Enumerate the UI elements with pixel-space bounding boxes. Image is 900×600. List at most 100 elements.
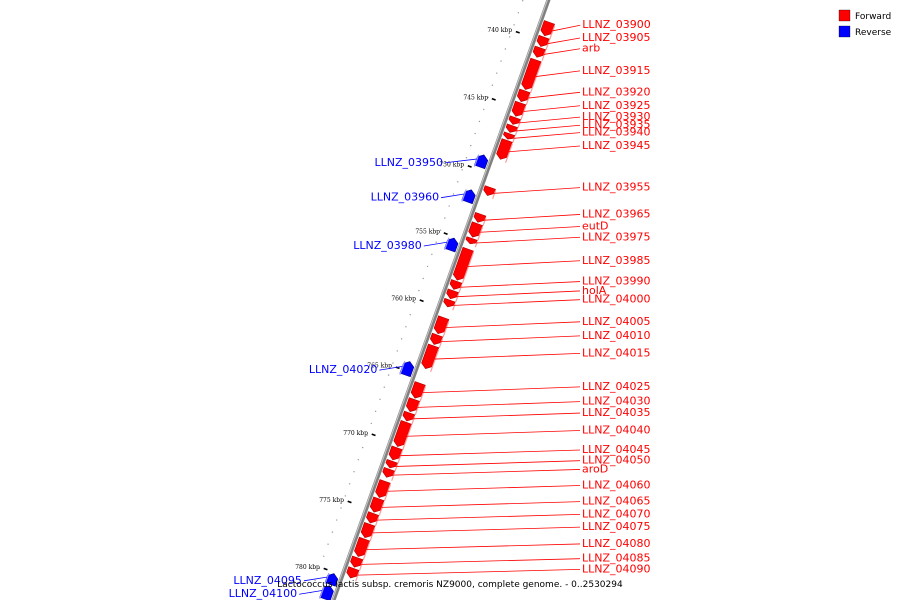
gene-label[interactable]: LLNZ_03920 bbox=[582, 85, 651, 98]
gene-arrow[interactable] bbox=[443, 297, 456, 308]
guide-dot bbox=[513, 24, 515, 26]
gene-label[interactable]: LLNZ_04000 bbox=[582, 293, 651, 306]
gene-arrow[interactable] bbox=[503, 131, 516, 140]
gene-arrow[interactable] bbox=[521, 57, 542, 90]
gene-label[interactable]: LLNZ_03975 bbox=[582, 230, 651, 243]
gene-arrow[interactable] bbox=[354, 536, 370, 557]
gene-label[interactable]: LLNZ_03985 bbox=[582, 254, 651, 267]
gene-label[interactable]: arb bbox=[582, 42, 600, 55]
gene-label[interactable]: LLNZ_04085 bbox=[582, 552, 651, 565]
gene-label[interactable]: aroD bbox=[582, 462, 608, 475]
gene-label[interactable]: LLNZ_03905 bbox=[582, 31, 651, 44]
gene-arrow[interactable] bbox=[452, 246, 474, 281]
guide-dot bbox=[517, 12, 520, 14]
gene-arrow[interactable] bbox=[516, 88, 531, 102]
gene-label[interactable]: LLNZ_04060 bbox=[582, 479, 651, 492]
gene-leader-line bbox=[543, 48, 581, 55]
gene-arrow[interactable] bbox=[366, 511, 380, 524]
gene-arrow[interactable] bbox=[505, 123, 518, 133]
gene-label[interactable]: LLNZ_04005 bbox=[582, 315, 651, 328]
gene-arrow[interactable] bbox=[388, 445, 403, 461]
backbone-highlight bbox=[331, 0, 548, 600]
guide-dot bbox=[323, 555, 325, 557]
gene-label[interactable]: LLNZ_04030 bbox=[582, 395, 651, 408]
gene-leader-line bbox=[552, 24, 581, 32]
gene-label[interactable]: LLNZ_03990 bbox=[582, 275, 651, 288]
gene-label[interactable]: LLNZ_03980 bbox=[353, 239, 422, 252]
gene-label[interactable]: LLNZ_04095 bbox=[233, 574, 302, 587]
gene-leader-line bbox=[393, 469, 581, 476]
gene-label[interactable]: LLNZ_03965 bbox=[582, 207, 651, 220]
gene-arrow[interactable] bbox=[468, 221, 483, 238]
gene-shade bbox=[477, 226, 484, 241]
gene-label[interactable]: LLNZ_03900 bbox=[582, 18, 651, 31]
gene-leader-line bbox=[422, 386, 581, 394]
gene-arrow[interactable] bbox=[496, 138, 513, 160]
gene-arrow[interactable] bbox=[382, 467, 395, 478]
gene-arrow[interactable] bbox=[532, 45, 546, 58]
gene-label[interactable]: LLNZ_04050 bbox=[582, 454, 651, 467]
gene-arrow[interactable] bbox=[405, 397, 420, 412]
gene-label[interactable]: LLNZ_03940 bbox=[582, 126, 651, 139]
gene-label[interactable]: LLNZ_04010 bbox=[582, 329, 651, 342]
gene-leader-line bbox=[407, 430, 581, 437]
gene-leader-line bbox=[396, 460, 581, 467]
gene-shade bbox=[520, 106, 527, 120]
gene-label[interactable]: LLNZ_04075 bbox=[582, 520, 651, 533]
gene-label[interactable]: LLNZ_03950 bbox=[374, 156, 443, 169]
gene-leader-line bbox=[440, 335, 581, 343]
gene-label[interactable]: holA bbox=[582, 284, 607, 297]
gene-arrow[interactable] bbox=[446, 288, 459, 300]
gene-leader-line bbox=[299, 590, 323, 595]
gene-arrow[interactable] bbox=[393, 420, 412, 447]
gene-arrow[interactable] bbox=[449, 279, 463, 290]
gene-label[interactable]: LLNZ_03915 bbox=[582, 64, 651, 77]
gene-shade bbox=[517, 120, 522, 128]
guide-dot bbox=[387, 374, 390, 376]
gene-label[interactable]: LLNZ_04065 bbox=[582, 495, 651, 508]
gene-arrow[interactable] bbox=[402, 410, 416, 422]
gene-label[interactable]: LLNZ_04080 bbox=[582, 537, 651, 550]
gene-arrow[interactable] bbox=[369, 496, 385, 513]
genome-caption: Lactococcus lactis subsp. cremoris NZ900… bbox=[277, 580, 623, 590]
gene-arrow[interactable] bbox=[536, 34, 550, 47]
gene-arrow[interactable] bbox=[421, 343, 440, 369]
gene-label[interactable]: LLNZ_04015 bbox=[582, 346, 651, 359]
gene-arrow[interactable] bbox=[473, 212, 487, 223]
gene-arrow[interactable] bbox=[350, 555, 364, 568]
gene-label[interactable]: LLNZ_04020 bbox=[309, 363, 378, 376]
gene-arrow[interactable] bbox=[483, 185, 496, 196]
gene-label[interactable]: LLNZ_04035 bbox=[582, 406, 651, 419]
guide-dot bbox=[444, 217, 446, 219]
gene-label[interactable]: LLNZ_03935 bbox=[582, 118, 651, 131]
gene-arrow[interactable] bbox=[429, 332, 443, 345]
gene-label[interactable]: LLNZ_03930 bbox=[582, 110, 651, 123]
gene-arrow[interactable] bbox=[540, 20, 555, 37]
gene-shade bbox=[394, 464, 399, 472]
guide-dot bbox=[396, 350, 398, 352]
gene-label[interactable]: LLNZ_03955 bbox=[582, 181, 651, 194]
gene-arrow[interactable] bbox=[346, 566, 360, 579]
gene-arrow[interactable] bbox=[385, 459, 398, 469]
gene-arrow[interactable] bbox=[508, 115, 521, 125]
gene-shade bbox=[492, 190, 497, 200]
gene-arrow[interactable] bbox=[410, 381, 426, 399]
gene-label[interactable]: LLNZ_04025 bbox=[582, 380, 651, 393]
gene-label[interactable]: LLNZ_03945 bbox=[582, 139, 651, 152]
gene-label[interactable]: LLNZ_03925 bbox=[582, 99, 651, 112]
gene-label[interactable]: LLNZ_04100 bbox=[229, 587, 298, 600]
guide-dot bbox=[340, 507, 342, 509]
gene-arrow[interactable] bbox=[375, 479, 391, 498]
gene-label[interactable]: LLNZ_04070 bbox=[582, 507, 651, 520]
gene-arrow[interactable] bbox=[433, 315, 450, 335]
gene-label[interactable]: LLNZ_04045 bbox=[582, 443, 651, 456]
gene-label[interactable]: eutD bbox=[582, 220, 609, 233]
gene-label[interactable]: LLNZ_04090 bbox=[582, 562, 651, 575]
gene-arrow[interactable] bbox=[465, 236, 478, 245]
guide-dot bbox=[366, 434, 368, 437]
gene-label[interactable]: LLNZ_04040 bbox=[582, 424, 651, 437]
gene-arrow[interactable] bbox=[360, 522, 376, 539]
gene-arrow[interactable] bbox=[511, 100, 527, 117]
gene-label[interactable]: LLNZ_03960 bbox=[371, 191, 440, 204]
guide-dot bbox=[344, 495, 347, 497]
